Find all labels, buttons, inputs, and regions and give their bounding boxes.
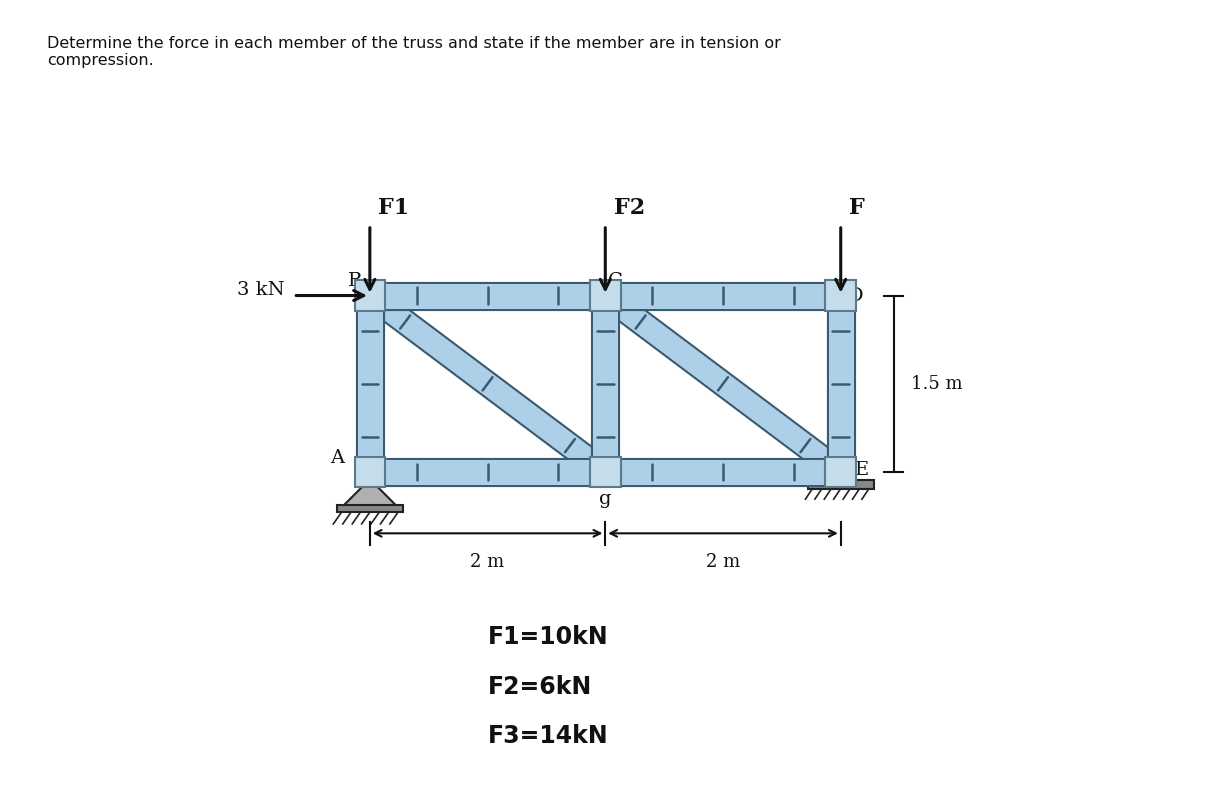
Text: 2 m: 2 m (706, 553, 740, 572)
Bar (590, 280, 621, 311)
Text: 2 m: 2 m (470, 553, 504, 572)
Text: F3=14kN: F3=14kN (487, 724, 609, 748)
Text: F1=10kN: F1=10kN (487, 625, 609, 650)
Text: F2=6kN: F2=6kN (487, 675, 591, 699)
Circle shape (832, 463, 849, 480)
Bar (826, 457, 856, 487)
Text: 1.5 m: 1.5 m (912, 374, 963, 393)
Bar (355, 280, 385, 311)
Text: E: E (855, 461, 869, 479)
Bar (337, 505, 402, 512)
Text: B: B (348, 272, 363, 289)
Text: 3 kN: 3 kN (238, 281, 285, 299)
Text: Determine the force in each member of the truss and state if the member are in t: Determine the force in each member of th… (47, 36, 780, 68)
Text: A: A (330, 449, 344, 467)
Bar (355, 457, 385, 487)
Bar (807, 480, 874, 489)
Circle shape (363, 465, 377, 479)
Text: F2: F2 (614, 197, 644, 219)
Bar (590, 457, 621, 487)
Text: F1: F1 (378, 197, 410, 219)
Text: C: C (607, 272, 622, 289)
Text: F: F (849, 197, 865, 219)
Polygon shape (344, 479, 396, 505)
Text: g: g (599, 490, 611, 508)
Bar (826, 280, 856, 311)
Text: D: D (848, 286, 864, 304)
